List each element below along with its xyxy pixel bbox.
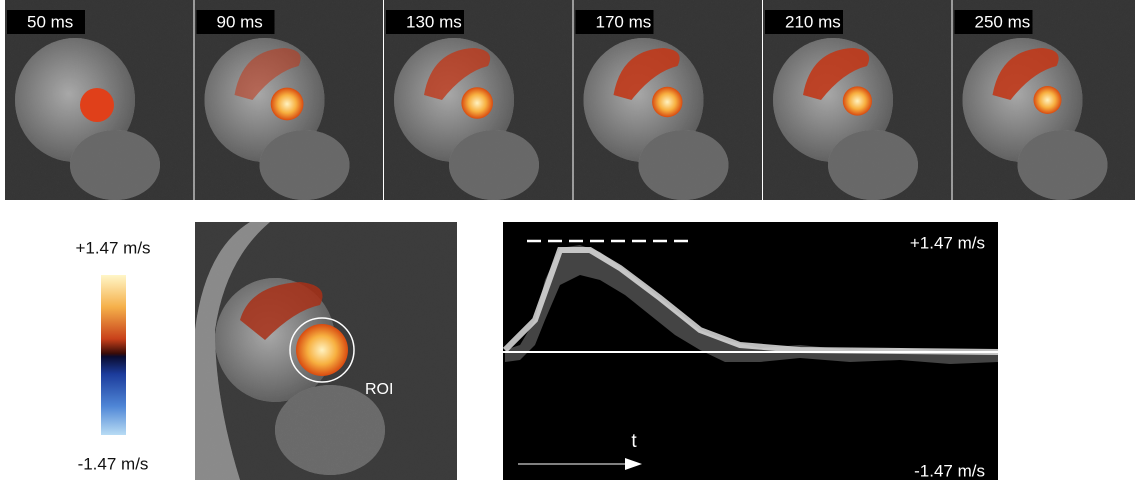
colorbar-max: +1.47 m/s [75, 238, 150, 257]
lower-structure [828, 130, 918, 200]
roi-image: ROI [195, 222, 457, 480]
lower-structure [1018, 130, 1108, 200]
velocity-plot: t +1.47 m/s -1.47 m/s [503, 222, 998, 480]
jet [1034, 86, 1062, 114]
frame-label: 250 ms [975, 12, 1031, 31]
lower-structure [449, 130, 539, 200]
frame: 50 ms [5, 0, 194, 200]
frame: 130 ms [384, 0, 573, 200]
lower-structure [639, 130, 729, 200]
frame-label: 210 ms [785, 12, 841, 31]
frame-strip: 50 ms 90 ms 130 ms 170 ms 210 ms 250 ms [5, 0, 1135, 200]
jet [271, 88, 304, 121]
lower-structure [260, 130, 350, 200]
time-label: t [631, 431, 637, 452]
figure: 50 ms 90 ms 130 ms 170 ms 210 ms 250 ms +1.47… [0, 0, 1135, 480]
frame: 170 ms [574, 0, 763, 200]
frame-label: 90 ms [217, 12, 263, 31]
frame-label: 170 ms [596, 12, 652, 31]
frame: 210 ms [763, 0, 952, 200]
lower-structure [70, 130, 160, 200]
plot-min-label: -1.47 m/s [914, 461, 985, 480]
frame-label: 50 ms [27, 12, 73, 31]
frame-label: 130 ms [406, 12, 462, 31]
jet [652, 87, 682, 117]
jet [80, 88, 114, 122]
jet [843, 86, 872, 115]
frame: 250 ms [953, 0, 1135, 200]
color-bar [101, 275, 126, 435]
plot-max-label: +1.47 m/s [910, 233, 985, 252]
jet [461, 87, 493, 119]
colorbar-min: -1.47 m/s [78, 454, 149, 473]
frame: 90 ms [195, 0, 384, 200]
roi-label: ROI [365, 381, 393, 398]
